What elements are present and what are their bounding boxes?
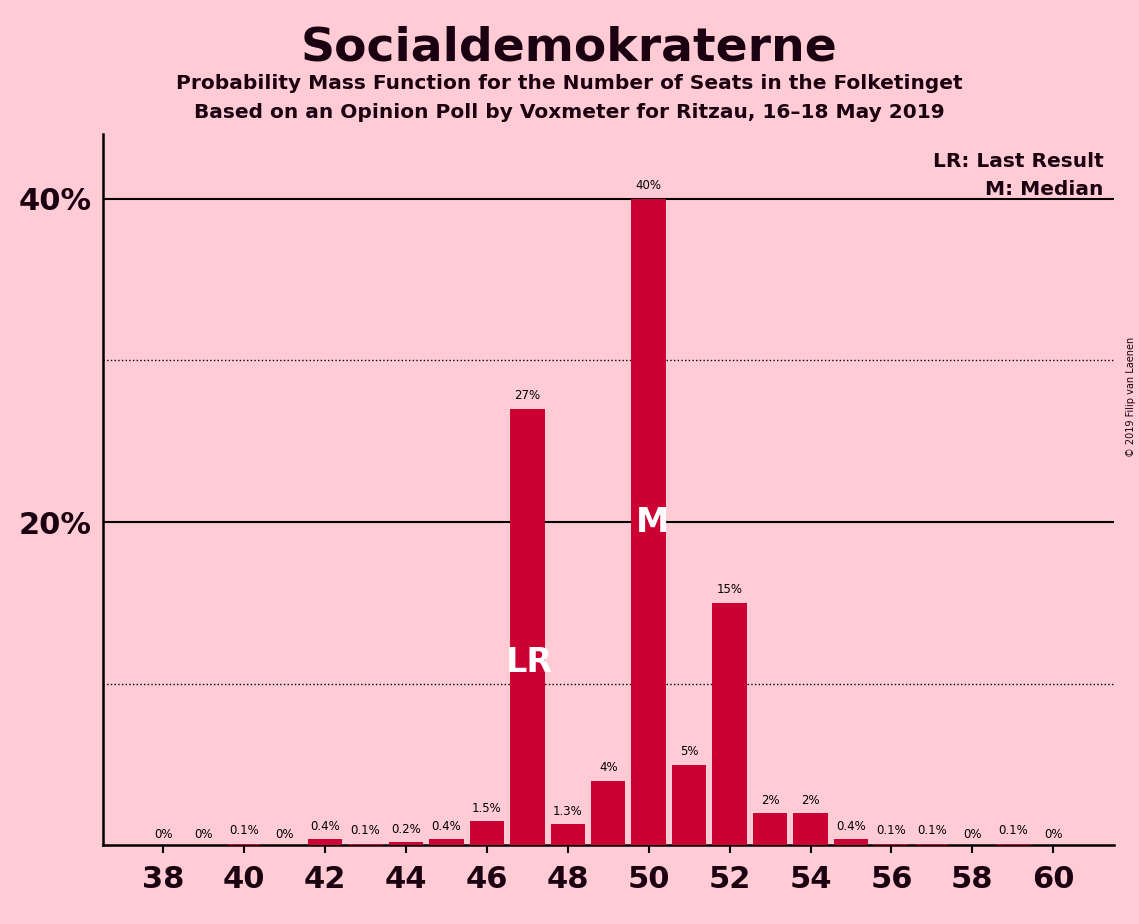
Bar [349, 844, 383, 845]
Text: LR: LR [506, 646, 552, 678]
Text: 27%: 27% [514, 389, 540, 403]
Bar [834, 839, 868, 845]
Text: 0%: 0% [154, 829, 172, 842]
Text: 0.1%: 0.1% [229, 824, 259, 837]
Text: 2%: 2% [801, 794, 820, 807]
Text: M: Median: M: Median [985, 180, 1104, 200]
Bar [753, 813, 787, 845]
Text: 2%: 2% [761, 794, 779, 807]
Bar [469, 821, 505, 845]
Text: 0%: 0% [276, 829, 294, 842]
Bar [712, 603, 747, 845]
Bar [388, 843, 423, 845]
Bar [794, 813, 828, 845]
Text: 15%: 15% [716, 583, 743, 597]
Text: 0.1%: 0.1% [351, 824, 380, 837]
Text: Socialdemokraterne: Socialdemokraterne [301, 26, 838, 71]
Bar [631, 199, 666, 845]
Text: 0%: 0% [195, 829, 213, 842]
Text: Probability Mass Function for the Number of Seats in the Folketinget: Probability Mass Function for the Number… [177, 74, 962, 93]
Bar [875, 844, 909, 845]
Bar [429, 839, 464, 845]
Text: 0.1%: 0.1% [917, 824, 947, 837]
Bar [510, 408, 544, 845]
Text: 0.4%: 0.4% [836, 820, 866, 833]
Text: 1.5%: 1.5% [472, 802, 501, 815]
Bar [995, 844, 1030, 845]
Text: 0.2%: 0.2% [391, 822, 420, 836]
Text: 0.1%: 0.1% [998, 824, 1027, 837]
Text: 1.3%: 1.3% [552, 805, 583, 818]
Text: 0.4%: 0.4% [432, 820, 461, 833]
Text: 0%: 0% [1044, 829, 1063, 842]
Bar [672, 765, 706, 845]
Text: 0.4%: 0.4% [310, 820, 339, 833]
Text: 5%: 5% [680, 745, 698, 758]
Text: 4%: 4% [599, 761, 617, 774]
Bar [550, 824, 585, 845]
Bar [915, 844, 949, 845]
Text: LR: Last Result: LR: Last Result [933, 152, 1104, 171]
Bar [227, 844, 261, 845]
Text: M: M [636, 505, 670, 539]
Bar [591, 781, 625, 845]
Text: © 2019 Filip van Laenen: © 2019 Filip van Laenen [1126, 337, 1136, 457]
Text: Based on an Opinion Poll by Voxmeter for Ritzau, 16–18 May 2019: Based on an Opinion Poll by Voxmeter for… [194, 103, 945, 123]
Text: 40%: 40% [636, 179, 662, 192]
Text: 0%: 0% [964, 829, 982, 842]
Bar [308, 839, 342, 845]
Text: 0.1%: 0.1% [877, 824, 907, 837]
